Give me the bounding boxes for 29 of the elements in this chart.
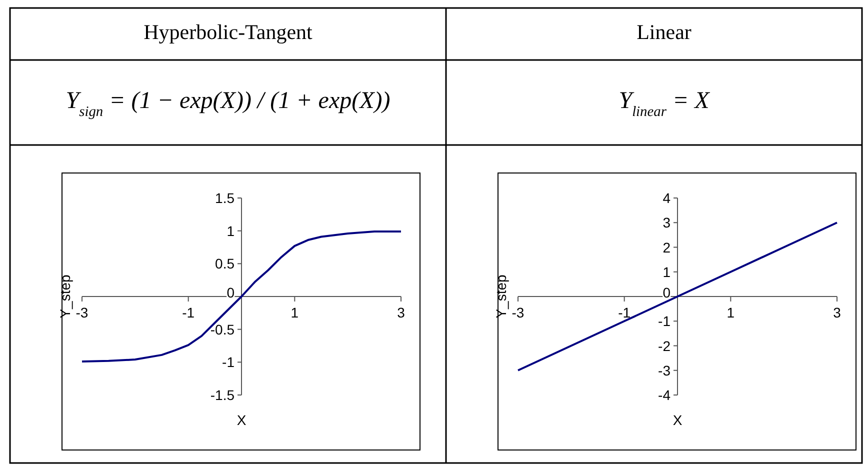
y-tick-label: 1 — [226, 222, 235, 239]
y-tick-label: 1 — [662, 264, 671, 280]
x-tick-label: -1 — [182, 304, 195, 320]
y-tick-label: 2 — [662, 239, 671, 256]
y-tick-label: 1.5 — [215, 190, 235, 206]
y-tick-label: -3 — [658, 362, 671, 378]
y-tick-label: -2 — [658, 338, 671, 354]
x-tick-label: 1 — [290, 304, 299, 320]
x-tick-label: -3 — [76, 304, 88, 320]
x-axis-title: X — [236, 412, 247, 428]
y-tick-label: -1.5 — [210, 387, 235, 403]
y-axis-title: Y_step — [57, 274, 73, 318]
y-tick-label: 0.5 — [215, 256, 235, 272]
x-tick-label: -1 — [618, 304, 631, 320]
x-tick-label: 1 — [726, 304, 735, 320]
y-tick-label: 4 — [662, 190, 671, 206]
chart-title: Linear — [636, 20, 692, 44]
y-tick-label: 3 — [662, 214, 671, 231]
y-tick-label: -4 — [658, 387, 671, 403]
y-tick-label: -0.5 — [210, 321, 235, 338]
x-tick-label: -3 — [512, 304, 524, 320]
x-tick-label: 3 — [397, 304, 406, 320]
chart-title: Hyperbolic-Tangent — [144, 20, 313, 44]
x-axis-title: X — [672, 412, 683, 428]
x-tick-label: 3 — [833, 304, 842, 320]
y-axis-title: Y_step — [493, 274, 509, 318]
chart-subtitle: Y$_{linear}$ = X — [618, 88, 711, 120]
chart-subtitle: Y$_{sign}$ = (1 − exp(X)) / (1 + exp(X)) — [66, 88, 390, 120]
y-tick-label: -1 — [222, 354, 235, 370]
